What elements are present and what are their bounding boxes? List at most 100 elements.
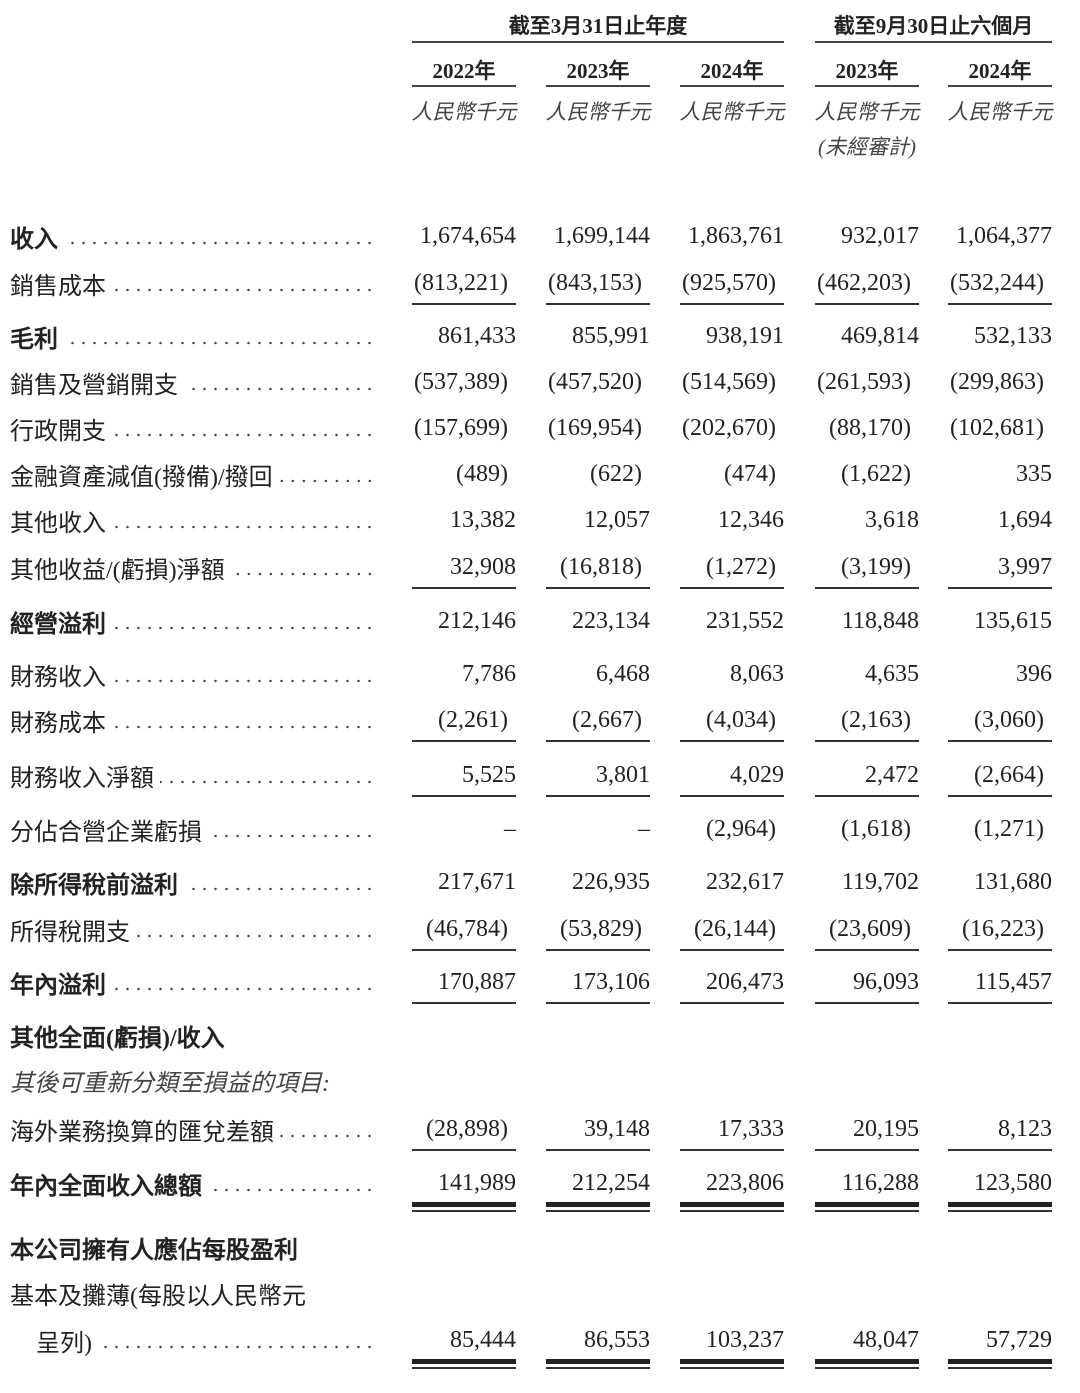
row-label-text: 財務成本 <box>10 710 106 737</box>
subtotal-rule <box>546 587 650 589</box>
cell-value: (169,954) <box>548 415 642 441</box>
cell-value: 116,288 <box>841 1170 919 1196</box>
leader-dots <box>160 780 375 784</box>
cell-value: (2,964) <box>706 816 776 842</box>
subtotal-rule <box>412 949 516 951</box>
cell-value: 1,064,377 <box>956 223 1052 249</box>
cell-value: 232,617 <box>706 869 784 895</box>
row-label-text: 分佔合營企業虧損 <box>10 819 202 846</box>
leader-dots <box>64 241 375 245</box>
cell-value: 938,191 <box>706 323 784 349</box>
subtotal-rule <box>948 740 1052 742</box>
leader-dots <box>184 887 375 891</box>
cell-value: 532,133 <box>974 323 1052 349</box>
cell-value: 396 <box>1016 661 1052 687</box>
row-label: 基本及攤薄(每股以人民幣元 <box>10 1273 375 1313</box>
table-row: 其後可重新分類至損益的項目: <box>0 1060 1080 1100</box>
table-row: 海外業務換算的匯兌差額 (28,898) 39,148 17,333 20,195 8,1… <box>0 1109 1080 1151</box>
table-row: 其他收益/(虧損)淨額 32,908 (16,818) (1,272) (3,199) 3… <box>0 547 1080 589</box>
cell-value: (16,223) <box>962 916 1044 942</box>
column-unit: 人民幣千元 <box>545 100 651 124</box>
cell-value: 855,991 <box>572 323 650 349</box>
subtotal-rule <box>815 1149 919 1151</box>
row-label: 銷售及營銷開支 <box>10 362 375 402</box>
cell-value: 119,702 <box>841 869 919 895</box>
leader-dots <box>112 288 375 292</box>
cell-value: (88,170) <box>829 415 911 441</box>
total-double-rule <box>948 1359 1052 1369</box>
leader-dots <box>64 341 375 345</box>
subtotal-rule <box>948 949 1052 951</box>
row-label-text: 財務收入 <box>10 664 106 691</box>
cell-value: (102,681) <box>950 415 1044 441</box>
column-unit: 人民幣千元 <box>411 100 517 124</box>
cell-value: 20,195 <box>853 1116 919 1142</box>
cell-value: (474) <box>724 461 776 487</box>
column-note: (未經審計) <box>818 135 916 159</box>
cell-value: (46,784) <box>426 916 508 942</box>
row-label-text: 其他收入 <box>10 510 106 537</box>
row-label-text: 所得稅開支 <box>10 919 130 946</box>
cell-value: (3,060) <box>974 707 1044 733</box>
header-interim-group: 截至9月30日止六個月 <box>833 14 1034 38</box>
header-annual-rule <box>412 41 784 43</box>
cell-value: (2,667) <box>572 707 642 733</box>
cell-value: (28,898) <box>426 1116 508 1142</box>
column-year-rule <box>412 85 516 87</box>
cell-value: (462,203) <box>817 270 911 296</box>
subtotal-rule <box>680 949 784 951</box>
cell-value: 3,997 <box>998 554 1052 580</box>
subtotal-rule <box>546 303 650 305</box>
cell-value: 6,468 <box>596 661 650 687</box>
cell-value: 57,729 <box>986 1327 1052 1353</box>
cell-value: (1,272) <box>706 554 776 580</box>
cell-value: (843,153) <box>548 270 642 296</box>
row-label-text: 除所得稅前溢利 <box>10 872 178 899</box>
table-row: 銷售成本 (813,221) (843,153) (925,570) (462,203)… <box>0 263 1080 305</box>
row-label: 行政開支 <box>10 408 375 448</box>
table-row: 財務收入淨額 5,525 3,801 4,029 2,472 (2,664) <box>0 755 1080 797</box>
table-row: 所得稅開支 (46,784) (53,829) (26,144) (23,609) (16… <box>0 909 1080 951</box>
cell-value: 17,333 <box>718 1116 784 1142</box>
subtotal-rule <box>680 740 784 742</box>
row-label: 其他收入 <box>10 500 375 540</box>
cell-value: (157,699) <box>414 415 508 441</box>
table-row: 分佔合營企業虧損 – – (2,964) (1,618) (1,271) <box>0 809 1080 849</box>
column-year-rule <box>680 85 784 87</box>
cell-value: 223,806 <box>706 1170 784 1196</box>
cell-value: (202,670) <box>682 415 776 441</box>
cell-value: (299,863) <box>950 369 1044 395</box>
total-double-rule <box>948 1202 1052 1212</box>
cell-value: 173,106 <box>572 969 650 995</box>
row-label: 年內溢利 <box>10 962 375 1002</box>
column-year: 2023年 <box>835 59 899 83</box>
cell-value: 5,525 <box>462 762 516 788</box>
cell-value: (261,593) <box>817 369 911 395</box>
subtotal-rule <box>546 1149 650 1151</box>
subtotal-rule <box>412 303 516 305</box>
cell-value: – <box>504 816 516 842</box>
subtotal-rule <box>815 587 919 589</box>
cell-value: (537,389) <box>414 369 508 395</box>
row-label: 其後可重新分類至損益的項目: <box>10 1060 375 1100</box>
cell-value: 223,134 <box>572 608 650 634</box>
cell-value: 4,635 <box>865 661 919 687</box>
row-label: 海外業務換算的匯兌差額 <box>10 1109 375 1149</box>
row-label: 經營溢利 <box>10 601 375 641</box>
table-row: 毛利 861,433 855,991 938,191 469,814 532,133 <box>0 316 1080 356</box>
total-double-rule <box>546 1202 650 1212</box>
subtotal-rule <box>815 795 919 797</box>
total-double-rule <box>546 1359 650 1369</box>
row-label: 收入 <box>10 216 375 256</box>
cell-value: 12,346 <box>718 507 784 533</box>
row-label: 財務收入淨額 <box>10 755 375 795</box>
subtotal-rule <box>948 795 1052 797</box>
cell-value: (1,271) <box>974 816 1044 842</box>
cell-value: 932,017 <box>841 223 919 249</box>
cell-value: 469,814 <box>841 323 919 349</box>
subtotal-rule <box>815 303 919 305</box>
row-label-text: 本公司擁有人應佔每股盈利 <box>10 1237 298 1264</box>
cell-value: 1,674,654 <box>420 223 516 249</box>
table-row: 財務成本 (2,261) (2,667) (4,034) (2,163) (3,060) <box>0 700 1080 742</box>
row-label-text: 收入 <box>10 226 58 253</box>
